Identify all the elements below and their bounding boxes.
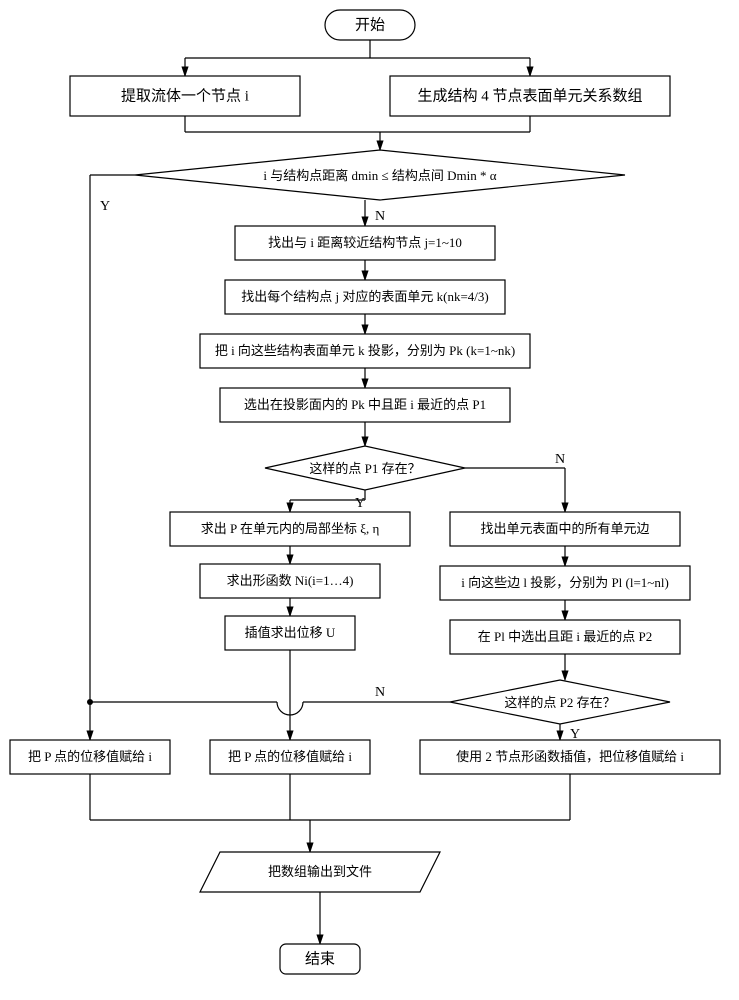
svg-text:这样的点 P2 存在？: 这样的点 P2 存在？: [504, 695, 615, 710]
output-node: 把数组输出到文件: [200, 852, 440, 892]
edgesall-node: 找出单元表面中的所有单元边: [450, 512, 680, 546]
edge-label-n1: N: [375, 209, 385, 224]
svg-text:选出在投影面内的 Pk 中且距 i 最近的点 P1: 选出在投影面内的 Pk 中且距 i 最近的点 P1: [244, 397, 486, 412]
projl-node: i 向这些边 l 投影，分别为 Pl (l=1~nl): [440, 566, 690, 600]
genstruct-node: 生成结构 4 节点表面单元关系数组: [390, 76, 670, 116]
interp-node: 插值求出位移 U: [225, 616, 355, 650]
local-node: 求出 P 在单元内的局部坐标 ξ, η: [170, 512, 410, 546]
edge-label-y1: Y: [100, 199, 110, 214]
decision-dmin: i 与结构点距离 dmin ≤ 结构点间 Dmin * α: [135, 150, 625, 200]
svg-text:提取流体一个节点 i: 提取流体一个节点 i: [121, 87, 249, 104]
edge-label-n2: N: [555, 452, 565, 467]
selp1-node: 选出在投影面内的 Pk 中且距 i 最近的点 P1: [220, 388, 510, 422]
projk-node: 把 i 向这些结构表面单元 k 投影，分别为 Pk (k=1~nk): [200, 334, 530, 368]
svg-text:结束: 结束: [305, 950, 335, 967]
svg-text:把 P 点的位移值赋给 i: 把 P 点的位移值赋给 i: [28, 749, 152, 764]
findk-node: 找出每个结构点 j 对应的表面单元 k(nk=4/3): [225, 280, 505, 314]
svg-text:使用 2 节点形函数插值，把位移值赋给 i: 使用 2 节点形函数插值，把位移值赋给 i: [456, 749, 684, 764]
end-node: 结束: [280, 944, 360, 974]
svg-text:生成结构 4 节点表面单元关系数组: 生成结构 4 节点表面单元关系数组: [417, 87, 642, 104]
assign-mid-node: 把 P 点的位移值赋给 i: [210, 740, 370, 774]
svg-text:在 Pl 中选出且距 i 最近的点 P2: 在 Pl 中选出且距 i 最近的点 P2: [478, 629, 652, 644]
flowchart-canvas: Y N Y N N Y 开始: [0, 0, 739, 1000]
svg-text:开始: 开始: [355, 16, 385, 33]
extract-node: 提取流体一个节点 i: [70, 76, 300, 116]
svg-text:把数组输出到文件: 把数组输出到文件: [268, 864, 372, 879]
edge-label-y2: Y: [355, 496, 365, 511]
selp2-node: 在 Pl 中选出且距 i 最近的点 P2: [450, 620, 680, 654]
svg-text:找出每个结构点 j 对应的表面单元 k(nk=4/3): 找出每个结构点 j 对应的表面单元 k(nk=4/3): [241, 289, 488, 304]
svg-text:求出 P 在单元内的局部坐标 ξ, η: 求出 P 在单元内的局部坐标 ξ, η: [201, 521, 380, 536]
decision-p1: 这样的点 P1 存在？: [265, 446, 465, 490]
svg-text:求出形函数 Ni(i=1…4): 求出形函数 Ni(i=1…4): [227, 573, 354, 588]
assign-left-node: 把 P 点的位移值赋给 i: [10, 740, 170, 774]
assign-right-node: 使用 2 节点形函数插值，把位移值赋给 i: [420, 740, 720, 774]
svg-text:插值求出位移 U: 插值求出位移 U: [245, 625, 336, 640]
decision-p2: 这样的点 P2 存在？: [450, 680, 670, 724]
svg-text:这样的点 P1 存在？: 这样的点 P1 存在？: [309, 461, 420, 476]
start-node: 开始: [325, 10, 415, 40]
svg-text:把 P 点的位移值赋给 i: 把 P 点的位移值赋给 i: [228, 749, 352, 764]
svg-text:找出与 i 距离较近结构节点 j=1~10: 找出与 i 距离较近结构节点 j=1~10: [268, 235, 462, 250]
edge-label-n3: N: [375, 685, 385, 700]
svg-text:i 向这些边 l 投影，分别为 Pl (l=1~nl): i 向这些边 l 投影，分别为 Pl (l=1~nl): [461, 575, 669, 590]
svg-text:i 与结构点距离 dmin ≤ 结构点间 Dmin * α: i 与结构点距离 dmin ≤ 结构点间 Dmin * α: [263, 168, 496, 183]
findj-node: 找出与 i 距离较近结构节点 j=1~10: [235, 226, 495, 260]
svg-text:把 i 向这些结构表面单元 k 投影，分别为 Pk (k=1: 把 i 向这些结构表面单元 k 投影，分别为 Pk (k=1~nk): [215, 343, 515, 358]
svg-text:找出单元表面中的所有单元边: 找出单元表面中的所有单元边: [480, 521, 649, 536]
shapefn-node: 求出形函数 Ni(i=1…4): [200, 564, 380, 598]
